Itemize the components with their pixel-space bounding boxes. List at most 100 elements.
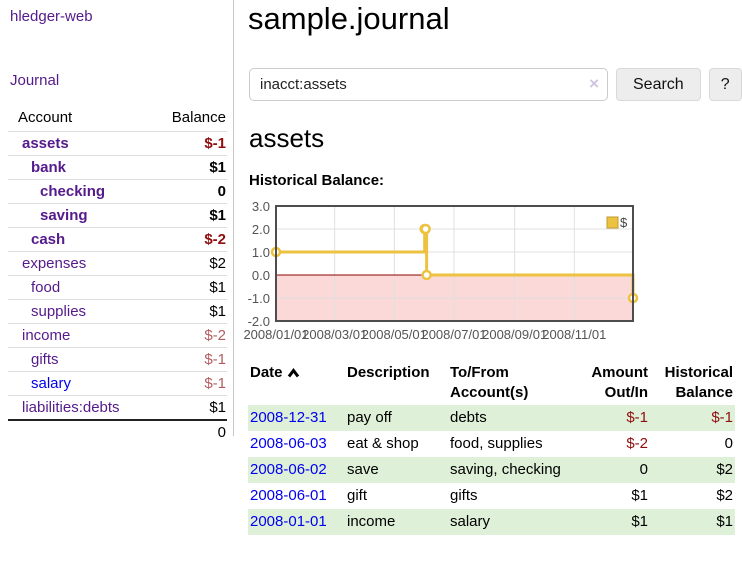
transaction-balance: 0 — [650, 431, 735, 457]
account-row: salary$-1 — [8, 372, 227, 396]
register-row: 2008-06-01giftgifts$1$2 — [248, 483, 735, 509]
page-title: sample.journal — [248, 0, 450, 37]
legend-label: $ — [620, 215, 628, 230]
transaction-balance: $2 — [650, 483, 735, 509]
transaction-description: income — [345, 509, 448, 535]
sidebar-item-journal[interactable]: Journal — [10, 72, 233, 90]
account-balance: $-1 — [154, 372, 227, 396]
register-header-accounts: To/From Account(s) — [448, 361, 579, 405]
transaction-accounts: gifts — [448, 483, 579, 509]
account-row: income$-2 — [8, 324, 227, 348]
account-link[interactable]: saving — [8, 204, 154, 228]
register-header-label: Amount Out/In — [591, 364, 648, 401]
data-point — [422, 225, 430, 233]
account-balance: $1 — [154, 300, 227, 324]
help-button[interactable]: ? — [709, 68, 742, 101]
account-link[interactable]: liabilities:debts — [8, 396, 154, 421]
transaction-description: gift — [345, 483, 448, 509]
transaction-description: save — [345, 457, 448, 483]
account-balance: $-2 — [154, 324, 227, 348]
x-axis-tick-label: 2008/07/01 — [421, 327, 486, 342]
account-balance: $1 — [154, 156, 227, 180]
account-row: expenses$2 — [8, 252, 227, 276]
account-balance: $-1 — [154, 348, 227, 372]
y-axis-tick-label: -1.0 — [248, 291, 270, 306]
accounts-header-row: Account Balance — [8, 106, 227, 132]
transaction-amount: $-1 — [579, 405, 650, 431]
account-link[interactable]: cash — [8, 228, 154, 252]
account-row: assets$-1 — [8, 132, 227, 156]
accounts-header-balance: Balance — [154, 106, 227, 132]
app-title-link[interactable]: hledger-web — [10, 8, 233, 26]
transaction-balance: $2 — [650, 457, 735, 483]
search-input-wrap: × — [249, 68, 608, 101]
account-row: supplies$1 — [8, 300, 227, 324]
account-link[interactable]: income — [8, 324, 154, 348]
transaction-accounts: debts — [448, 405, 579, 431]
y-axis-tick-label: 1.0 — [252, 245, 270, 260]
account-link[interactable]: salary — [8, 372, 154, 396]
transaction-date-link[interactable]: 2008-01-01 — [248, 509, 345, 535]
search-form: × Search ? — [249, 68, 742, 101]
account-row: food$1 — [8, 276, 227, 300]
register-row: 2008-06-03eat & shopfood, supplies$-20 — [248, 431, 735, 457]
register-header-label: To/From Account(s) — [450, 364, 528, 401]
account-row: liabilities:debts$1 — [8, 396, 227, 421]
account-row: checking0 — [8, 180, 227, 204]
transaction-date-link[interactable]: 2008-12-31 — [248, 405, 345, 431]
transaction-description: eat & shop — [345, 431, 448, 457]
accounts-table: Account Balance assets$-1bank$1checking0… — [8, 106, 227, 444]
account-link[interactable]: food — [8, 276, 154, 300]
main-content: sample.journal × Search ? assets Histori… — [248, 0, 742, 582]
transaction-amount: $1 — [579, 483, 650, 509]
transaction-balance: $1 — [650, 509, 735, 535]
y-axis-tick-label: 0.0 — [252, 268, 270, 283]
register-row: 2008-06-02savesaving, checking0$2 — [248, 457, 735, 483]
register-row: 2008-01-01incomesalary$1$1 — [248, 509, 735, 535]
account-balance: 0 — [154, 180, 227, 204]
accounts-header-account: Account — [8, 106, 154, 132]
transaction-date-link[interactable]: 2008-06-01 — [248, 483, 345, 509]
account-link[interactable]: supplies — [8, 300, 154, 324]
account-row: bank$1 — [8, 156, 227, 180]
account-row: cash$-2 — [8, 228, 227, 252]
y-axis-tick-label: 3.0 — [252, 199, 270, 214]
x-axis-tick-label: 2008/09/01 — [482, 327, 547, 342]
account-balance: $1 — [154, 204, 227, 228]
transaction-amount: $1 — [579, 509, 650, 535]
account-row: saving$1 — [8, 204, 227, 228]
account-link[interactable]: gifts — [8, 348, 154, 372]
register-header-label: Historical Balance — [665, 364, 733, 401]
sort-caret-up-icon — [287, 368, 300, 378]
historical-balance-chart: $3.02.01.00.0-1.0-2.02008/01/012008/03/0… — [243, 200, 678, 350]
account-link[interactable]: bank — [8, 156, 154, 180]
register-table: Date DescriptionTo/From Account(s) Amount… — [248, 361, 735, 535]
register-row: 2008-12-31pay offdebts$-1$-1 — [248, 405, 735, 431]
register-header-row: Date DescriptionTo/From Account(s) Amount… — [248, 361, 735, 405]
clear-search-icon[interactable]: × — [589, 74, 599, 94]
transaction-date-link[interactable]: 2008-06-02 — [248, 457, 345, 483]
account-balance: $-2 — [154, 228, 227, 252]
account-balance: $-1 — [154, 132, 227, 156]
transaction-date-link[interactable]: 2008-06-03 — [248, 431, 345, 457]
x-axis-tick-label: 2008/11/01 — [542, 327, 606, 342]
transaction-amount: 0 — [579, 457, 650, 483]
search-button[interactable]: Search — [616, 68, 701, 101]
transaction-balance: $-1 — [650, 405, 735, 431]
register-header-description: Description — [345, 361, 448, 405]
transaction-amount: $-2 — [579, 431, 650, 457]
register-header-date[interactable]: Date — [248, 361, 345, 405]
chart-title: Historical Balance: — [249, 172, 384, 189]
account-row: gifts$-1 — [8, 348, 227, 372]
register-header-amount: Amount Out/In — [579, 361, 650, 405]
account-link[interactable]: checking — [8, 180, 154, 204]
search-input[interactable] — [249, 68, 608, 101]
x-axis-tick-label: 2008/01/01 — [243, 327, 308, 342]
transaction-accounts: salary — [448, 509, 579, 535]
account-balance: $2 — [154, 252, 227, 276]
account-balance: $1 — [154, 396, 227, 421]
account-link[interactable]: expenses — [8, 252, 154, 276]
account-link[interactable]: assets — [8, 132, 154, 156]
accounts-total-row: 0 — [8, 420, 227, 444]
x-axis-tick-label: 2008/05/01 — [362, 327, 427, 342]
